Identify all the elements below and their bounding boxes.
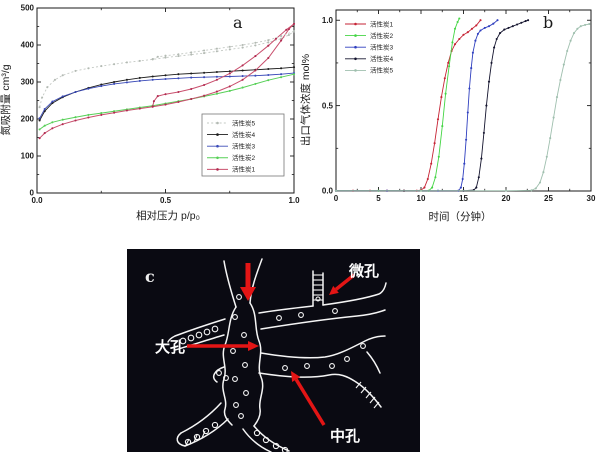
- svg-text:1.0: 1.0: [322, 16, 334, 25]
- mesopore-label: 中孔: [330, 427, 360, 445]
- svg-text:活性炭3: 活性炭3: [370, 43, 394, 52]
- y-axis-label: 氮吸附量 cm³/g: [0, 64, 12, 135]
- svg-text:15: 15: [459, 194, 468, 203]
- svg-text:200: 200: [21, 115, 35, 124]
- micropore-label: 微孔: [348, 262, 379, 280]
- svg-text:500: 500: [21, 4, 35, 13]
- svg-text:400: 400: [21, 41, 35, 50]
- svg-text:活性炭1: 活性炭1: [370, 19, 394, 28]
- series-6: [151, 30, 296, 61]
- svg-text:0: 0: [30, 189, 35, 198]
- svg-text:30: 30: [587, 194, 596, 203]
- svg-text:活性炭5: 活性炭5: [370, 66, 394, 75]
- svg-text:100: 100: [21, 152, 35, 161]
- svg-text:活性炭4: 活性炭4: [370, 54, 394, 63]
- svg-text:活性炭2: 活性炭2: [232, 153, 256, 162]
- svg-text:0.5: 0.5: [322, 101, 334, 110]
- mesopore-arrow: [291, 371, 326, 426]
- legend: 活性炭5 活性炭4 活性炭3 活性炭2 活性炭1: [201, 113, 285, 177]
- series-0: [334, 19, 482, 192]
- svg-text:10: 10: [417, 194, 426, 203]
- svg-text:0.0: 0.0: [322, 187, 334, 196]
- pore-circles: [179, 294, 366, 452]
- macropore-arrow: [187, 341, 259, 351]
- x-axis-label: 相对压力 p/p₀: [136, 209, 200, 222]
- svg-text:0.0: 0.0: [31, 196, 43, 205]
- series-5: [151, 22, 296, 108]
- annotation-arrows: [187, 263, 356, 426]
- svg-text:活性炭5: 活性炭5: [232, 118, 256, 127]
- svg-text:活性炭4: 活性炭4: [232, 130, 256, 139]
- y-axis-label: 出口气体浓度 mol%: [300, 54, 312, 146]
- series-4: [334, 22, 591, 192]
- pore-structure-schematic: c 微孔 大孔 中孔: [127, 249, 420, 452]
- series-1: [334, 17, 461, 192]
- svg-text:300: 300: [21, 78, 35, 87]
- panel-letter: a: [233, 13, 243, 32]
- x-axis-label: 时间（分钟）: [429, 210, 492, 223]
- series-4: [38, 22, 296, 140]
- svg-text:1.0: 1.0: [288, 196, 300, 205]
- adsorption-isotherm-plot: 0.0 0.5 1.0 0 100 200 300 400 500 相对压力 p/p₀ 氮吸附量 c…: [0, 4, 300, 222]
- svg-text:活性炭2: 活性炭2: [370, 31, 394, 40]
- svg-text:0: 0: [334, 194, 339, 203]
- panel-a-adsorption-isotherm-chart: 0.0 0.5 1.0 0 100 200 300 400 500 相对压力 p/p₀ 氮吸附量 c…: [0, 0, 300, 235]
- svg-text:0.5: 0.5: [160, 196, 172, 205]
- panel-c-letter: c: [145, 267, 155, 286]
- series-2: [334, 19, 499, 192]
- series-0: [38, 30, 296, 109]
- macropore-label: 大孔: [155, 338, 185, 356]
- micropore-arrow: [329, 273, 356, 295]
- svg-text:活性炭1: 活性炭1: [232, 165, 256, 174]
- breakthrough-curve-plot: 0 5 10 15 20 25 30 0.0 0.5 1.0 时间（分钟） 出口气体浓度 mol% 活性…: [300, 9, 596, 223]
- legend: 活性炭1 活性炭2 活性炭3 活性炭4 活性炭5: [345, 19, 394, 75]
- svg-text:活性炭3: 活性炭3: [232, 142, 256, 151]
- series-3: [334, 19, 530, 192]
- panel-letter: b: [543, 13, 553, 32]
- panel-c-pore-structure-diagram: c 微孔 大孔 中孔: [127, 249, 420, 452]
- svg-text:5: 5: [376, 194, 381, 203]
- svg-text:25: 25: [544, 194, 553, 203]
- svg-text:20: 20: [502, 194, 511, 203]
- inlet-flow-arrow: [240, 263, 256, 301]
- panel-b-breakthrough-curve-chart: 0 5 10 15 20 25 30 0.0 0.5 1.0 时间（分钟） 出口气体浓度 mol% 活性…: [300, 0, 600, 235]
- series-2: [38, 72, 296, 120]
